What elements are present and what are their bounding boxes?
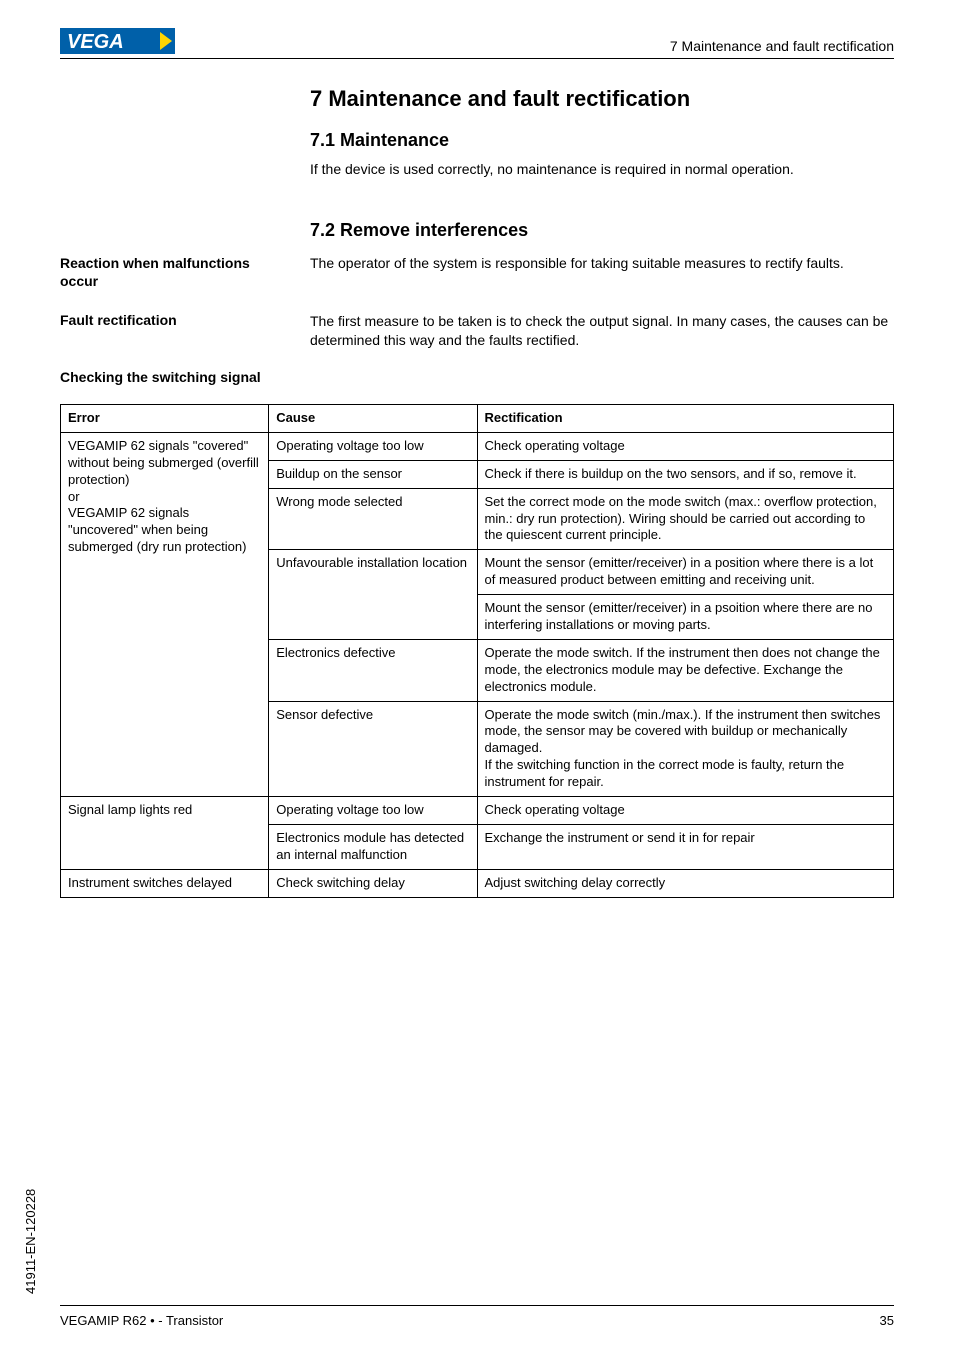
cell-cause: Unfavourable installation location [269,550,477,640]
section-71-body: If the device is used correctly, no main… [310,160,894,179]
footer-product: VEGAMIP R62 • - Transistor [60,1313,223,1328]
reaction-body: The operator of the system is responsibl… [310,254,894,273]
cell-rectification: Adjust switching delay correctly [477,869,894,897]
table-row: Instrument switches de­layedCheck switch… [61,869,894,897]
table-row: Signal lamp lights redOperating voltage … [61,797,894,825]
cell-rectification: Set the correct mode on the mode switch … [477,488,894,550]
table-header-row: Error Cause Rectification [61,405,894,433]
svg-text:VEGA: VEGA [67,31,124,53]
cell-rectification: Check if there is buildup on the two sen… [477,460,894,488]
cell-cause: Operating voltage too low [269,432,477,460]
cell-cause: Check switching delay [269,869,477,897]
cell-rectification: Check operating voltage [477,432,894,460]
cell-rectification: Exchange the instrument or send it in fo… [477,824,894,869]
side-doc-code: 41911-EN-120228 [23,1189,38,1294]
header-rule [60,58,894,59]
cell-error: Signal lamp lights red [61,797,269,870]
cell-error: VEGAMIP 62 signals "covered" without bei… [61,432,269,796]
footer-page-number: 35 [880,1313,894,1328]
chapter-title: 7 Maintenance and fault rectification [310,86,690,112]
col-header-error: Error [61,405,269,433]
header-breadcrumb: 7 Maintenance and fault rectification [670,38,894,54]
cell-cause: Buildup on the sensor [269,460,477,488]
table-row: VEGAMIP 62 signals "covered" without bei… [61,432,894,460]
switching-signal-table: Error Cause Rectification VEGAMIP 62 sig… [60,404,894,898]
cell-cause: Wrong mode selected [269,488,477,550]
section-71-heading: 7.1 Maintenance [310,130,449,151]
col-header-rect: Rectification [477,405,894,433]
cell-cause: Sensor defective [269,701,477,796]
cell-error: Instrument switches de­layed [61,869,269,897]
cell-cause: Operating voltage too low [269,797,477,825]
switching-signal-table-wrap: Error Cause Rectification VEGAMIP 62 sig… [60,404,894,898]
cell-cause: Electronics defective [269,639,477,701]
vega-logo: VEGA [60,28,175,59]
cell-rectification: Mount the sensor (emitter/receiver) in a… [477,550,894,595]
fault-body: The first measure to be taken is to chec… [310,312,894,350]
cell-rectification: Operate the mode switch. If the instrume… [477,639,894,701]
fault-label: Fault rectification [60,312,290,328]
cell-rectification: Check operating voltage [477,797,894,825]
reaction-label: Reaction when malfunc­tions occur [60,254,290,290]
cell-cause: Electronics module has detected an inter… [269,824,477,869]
checking-label: Checking the switching signal [60,368,290,386]
cell-rectification: Mount the sensor (emitter/receiver) in a… [477,595,894,640]
section-72-heading: 7.2 Remove interferences [310,220,528,241]
cell-rectification: Operate the mode switch (min./max.). If … [477,701,894,796]
footer-rule [60,1305,894,1306]
col-header-cause: Cause [269,405,477,433]
